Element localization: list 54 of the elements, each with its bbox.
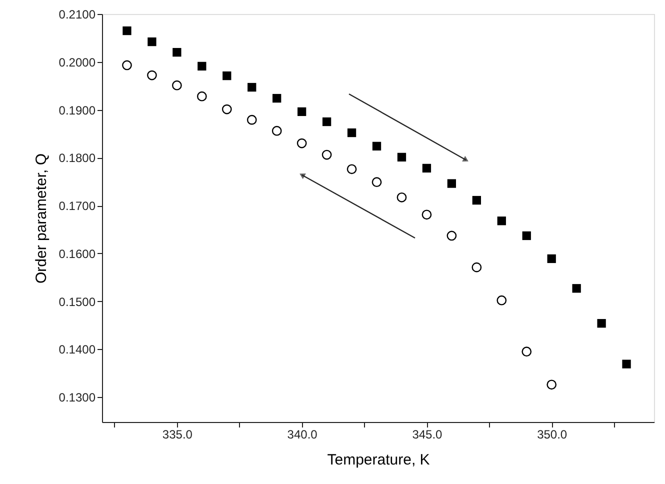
x-tick-label: 340.0 [287, 428, 318, 442]
point [147, 70, 157, 80]
point [248, 82, 256, 92]
point [547, 254, 556, 264]
point [122, 60, 132, 70]
y-tick-label: 0.1300 [58, 390, 96, 405]
point [622, 360, 631, 368]
point [546, 380, 557, 390]
y-tick-label: 0.2100 [58, 8, 96, 22]
y-tick-label: 0.1900 [58, 103, 96, 118]
x-tick-label: 335.0 [162, 428, 193, 442]
point [572, 284, 581, 293]
point [397, 152, 406, 162]
x-tick-label: 350.0 [537, 428, 568, 442]
point [222, 71, 232, 80]
point [272, 126, 282, 136]
point [597, 319, 606, 328]
point [522, 346, 532, 357]
point [347, 128, 356, 138]
point [172, 48, 182, 57]
point [222, 104, 232, 114]
point [272, 94, 282, 103]
point [447, 179, 456, 188]
point [196, 91, 207, 102]
point [198, 62, 206, 71]
point [372, 177, 382, 188]
y-tick-label: 0.1800 [58, 151, 96, 166]
point [297, 107, 306, 116]
point [148, 37, 156, 46]
y-tick-label: 0.1600 [58, 246, 96, 261]
point [472, 196, 481, 205]
point [446, 230, 457, 241]
point [372, 142, 382, 150]
x-tick-label: 345.0 [412, 428, 443, 442]
point [346, 164, 357, 174]
point [497, 216, 506, 226]
y-tick-label: 0.1400 [58, 342, 96, 357]
point [422, 210, 432, 220]
point [522, 231, 531, 240]
point [122, 26, 132, 36]
point [472, 262, 482, 272]
point [296, 138, 307, 148]
point [322, 117, 332, 126]
y-axis-title: Order parameter, Q [32, 153, 50, 284]
point [322, 150, 332, 160]
x-axis-title: Temperature, K [327, 452, 430, 468]
y-tick-label: 0.2000 [58, 55, 96, 70]
y-tick-label: 0.1500 [58, 294, 96, 309]
point [172, 80, 182, 90]
point [422, 164, 432, 173]
point [496, 295, 507, 306]
point [396, 192, 407, 202]
point [246, 114, 257, 125]
y-tick-label: 0.1700 [58, 199, 96, 214]
